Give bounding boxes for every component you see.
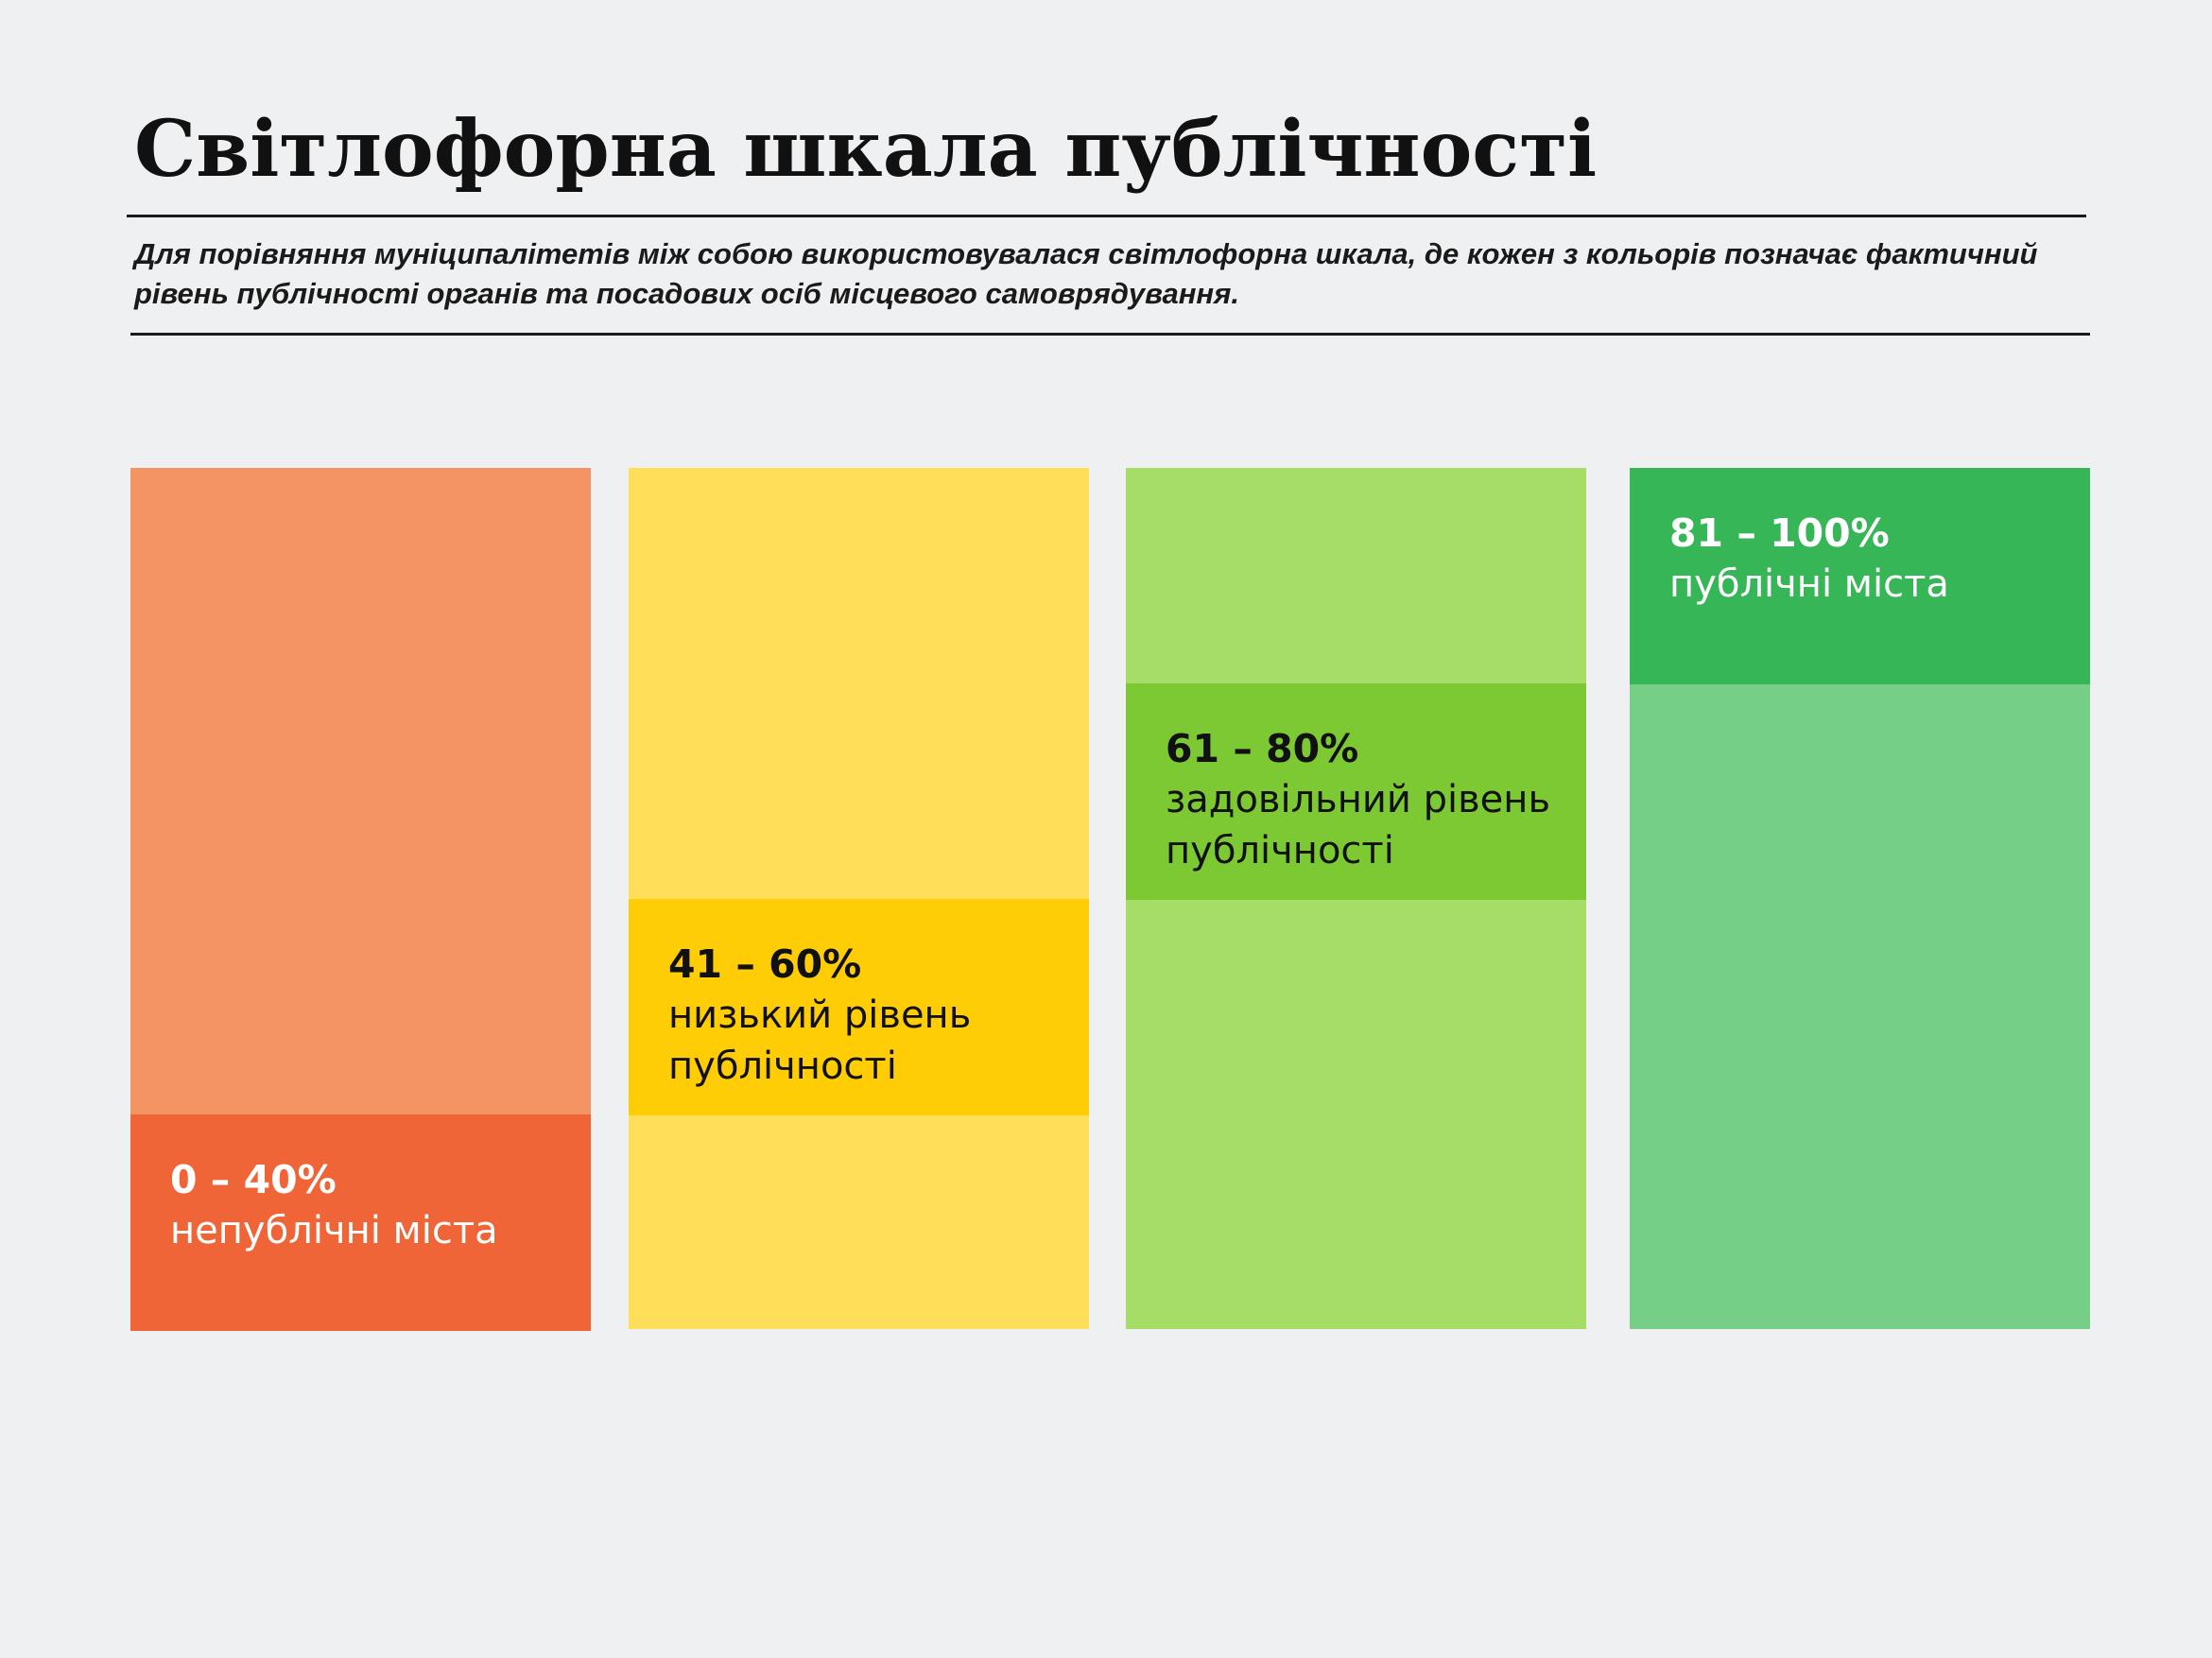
- scale-column-81-100: 81 – 100% публічні міста: [1630, 468, 2090, 1329]
- scale-band-41-60: 41 – 60% низький рівень публічності: [629, 899, 1089, 1115]
- scale-range: 61 – 80%: [1166, 726, 1359, 771]
- scale-range: 0 – 40%: [170, 1157, 337, 1202]
- page-subtitle: Для порівняння муніципалітетів між собою…: [134, 237, 2038, 310]
- scale-label: непублічні міста: [170, 1209, 498, 1252]
- scale-label: низький рівень публічності: [668, 993, 972, 1088]
- scale-band-81-100: 81 – 100% публічні міста: [1630, 468, 2090, 684]
- scale-label: публічні міста: [1669, 562, 1949, 606]
- scale-band-61-80: 61 – 80% задовільний рівень публічності: [1126, 683, 1586, 900]
- scale-label: задовільний рівень публічності: [1166, 778, 1551, 872]
- scale-column-41-60: 41 – 60% низький рівень публічності: [629, 468, 1089, 1329]
- bottom-divider: [130, 333, 2090, 336]
- scale-column-61-80: 61 – 80% задовільний рівень публічності: [1126, 468, 1586, 1329]
- scale-band-0-40: 0 – 40% непублічні міста: [130, 1114, 591, 1331]
- scale-column-0-40: 0 – 40% непублічні міста: [130, 468, 591, 1331]
- scale-range: 81 – 100%: [1669, 510, 1890, 556]
- scale-range: 41 – 60%: [668, 941, 862, 987]
- page-title: Світлофорна шкала публічності: [134, 104, 1598, 195]
- top-divider: [127, 215, 2086, 217]
